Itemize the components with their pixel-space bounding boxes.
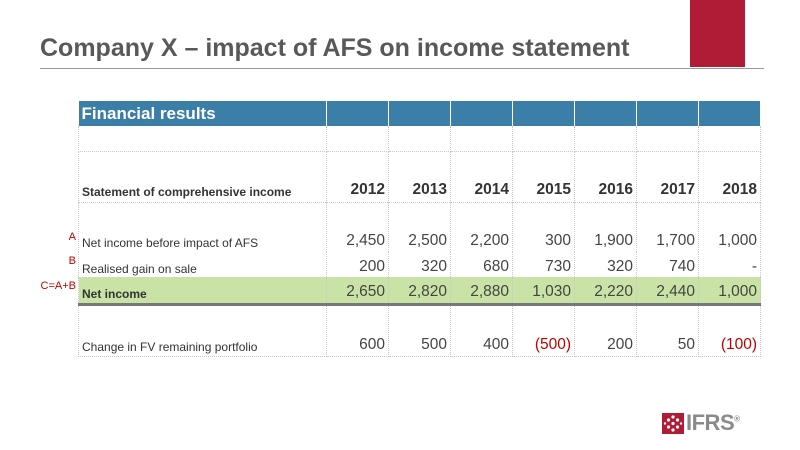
table-cell: 600 [326,304,389,357]
table-row-net-income: Net income 2,650 2,820 2,880 1,030 2,220… [78,277,761,306]
spacer-row [78,126,761,152]
table-cell: 2,220 [574,277,637,306]
table-row-net-income-before-afs: Net income before impact of AFS 2,450 2,… [78,202,761,252]
row-label: Net income before impact of AFS [78,202,327,252]
table-cell: 730 [512,252,575,277]
table-cell: 200 [326,252,389,277]
table-cell: 2,440 [636,277,699,306]
table-cell: 2,880 [450,277,513,306]
year-2017: 2017 [636,151,699,203]
table-cell: 400 [450,304,513,357]
title-divider [40,68,764,69]
year-2012: 2012 [326,151,389,203]
slide-title: Company X – impact of AFS on income stat… [40,34,630,62]
table-cell: 320 [574,252,637,277]
row-label: Change in FV remaining portfolio [78,304,327,357]
table-cell: 300 [512,202,575,252]
year-2015: 2015 [512,151,575,203]
table-cell: - [698,252,761,277]
table-header-row: Financial results [78,101,761,126]
table-cell: 2,820 [388,277,451,306]
year-2016: 2016 [574,151,637,203]
table-cell: 500 [388,304,451,357]
table-cell: 2,500 [388,202,451,252]
table-cell: 1,000 [698,202,761,252]
financial-results-table: Financial results Statement of comprehen… [78,101,761,357]
table-cell-negative: (100) [698,304,761,357]
table-cell: 1,900 [574,202,637,252]
table-cell: 1,000 [698,277,761,306]
years-row: Statement of comprehensive income 2012 2… [78,151,761,203]
year-2013: 2013 [388,151,451,203]
year-2018: 2018 [698,151,761,203]
ifrs-logo-mark-icon [662,413,684,434]
table-cell: 1,030 [512,277,575,306]
row-label: Net income [78,277,327,306]
table-cell: 320 [388,252,451,277]
row-marker-c: C=A+B [40,280,76,292]
row-marker-b: B [68,255,76,267]
table-cell-negative: (500) [512,304,575,357]
table-cell: 2,450 [326,202,389,252]
table-cell: 2,200 [450,202,513,252]
table-cell: 50 [636,304,699,357]
table-header-title: Financial results [78,101,327,126]
table-cell: 740 [636,252,699,277]
ifrs-logo-text: IFRS® [686,410,740,435]
table-cell: 1,700 [636,202,699,252]
table-row-change-in-fv: Change in FV remaining portfolio 600 500… [78,304,761,357]
row-marker-a: A [68,231,76,243]
table-cell: 200 [574,304,637,357]
ifrs-logo: IFRS® [662,410,766,436]
year-2014: 2014 [450,151,513,203]
table-row-realised-gain: Realised gain on sale 200 320 680 730 32… [78,252,761,277]
years-row-label: Statement of comprehensive income [78,151,327,203]
brand-accent-tab [690,0,745,67]
table-cell: 680 [450,252,513,277]
table-cell: 2,650 [326,277,389,306]
row-label: Realised gain on sale [78,252,327,277]
